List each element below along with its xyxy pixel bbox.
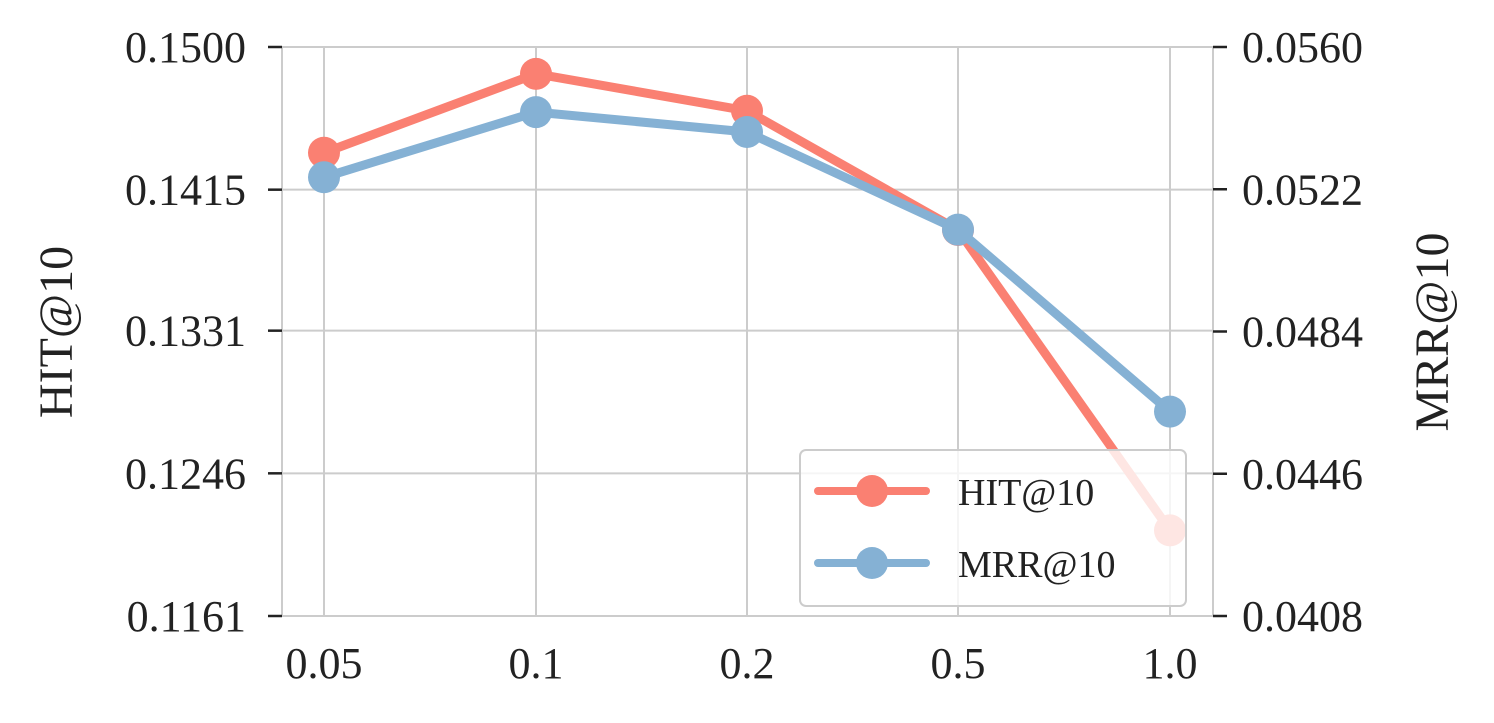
- data-point-mrr-10: [308, 161, 340, 194]
- right-tick-label: 0.0408: [1242, 592, 1363, 641]
- left-tick-label: 0.1500: [125, 23, 246, 72]
- legend: HIT@10 MRR@10: [799, 449, 1187, 607]
- left-tick-label: 0.1246: [125, 449, 246, 498]
- legend-marker-hit: [856, 475, 888, 507]
- x-tick-label: 0.5: [931, 639, 986, 688]
- data-point-mrr-10: [520, 96, 552, 129]
- right-tick-label: 0.0560: [1242, 23, 1363, 72]
- x-tick-label: 0.1: [509, 639, 564, 688]
- legend-label-hit: HIT@10: [958, 472, 1094, 514]
- x-tick-label: 0.05: [286, 639, 363, 688]
- right-axis-title: MRR@10: [1406, 233, 1459, 432]
- right-tick-label: 0.0446: [1242, 450, 1363, 499]
- legend-label-mrr: MRR@10: [958, 544, 1115, 586]
- data-point-mrr-10: [1154, 395, 1186, 428]
- left-tick-label: 0.1331: [125, 307, 246, 356]
- right-tick-label: 0.0522: [1242, 165, 1363, 214]
- right-y-axis: 0.0408 0.0446 0.0484 0.0522 0.0560: [1213, 23, 1363, 641]
- right-tick-label: 0.0484: [1242, 308, 1363, 357]
- x-tick-label: 0.2: [720, 639, 775, 688]
- left-tick-label: 0.1415: [125, 166, 246, 215]
- x-tick-label: 1.0: [1143, 639, 1198, 688]
- data-point-mrr-10: [942, 213, 974, 246]
- left-axis-title: HIT@10: [30, 246, 83, 418]
- left-y-axis: 0.1161 0.1246 0.1331 0.1415 0.1500: [125, 23, 282, 641]
- data-point-hit-10: [308, 136, 340, 169]
- legend-marker-mrr: [856, 547, 888, 579]
- left-tick-label: 0.1161: [127, 592, 246, 641]
- data-point-hit-10: [520, 57, 552, 90]
- data-point-mrr-10: [731, 115, 763, 148]
- x-axis: 0.05 0.1 0.2 0.5 1.0: [286, 639, 1198, 688]
- series-lines: [308, 57, 1186, 547]
